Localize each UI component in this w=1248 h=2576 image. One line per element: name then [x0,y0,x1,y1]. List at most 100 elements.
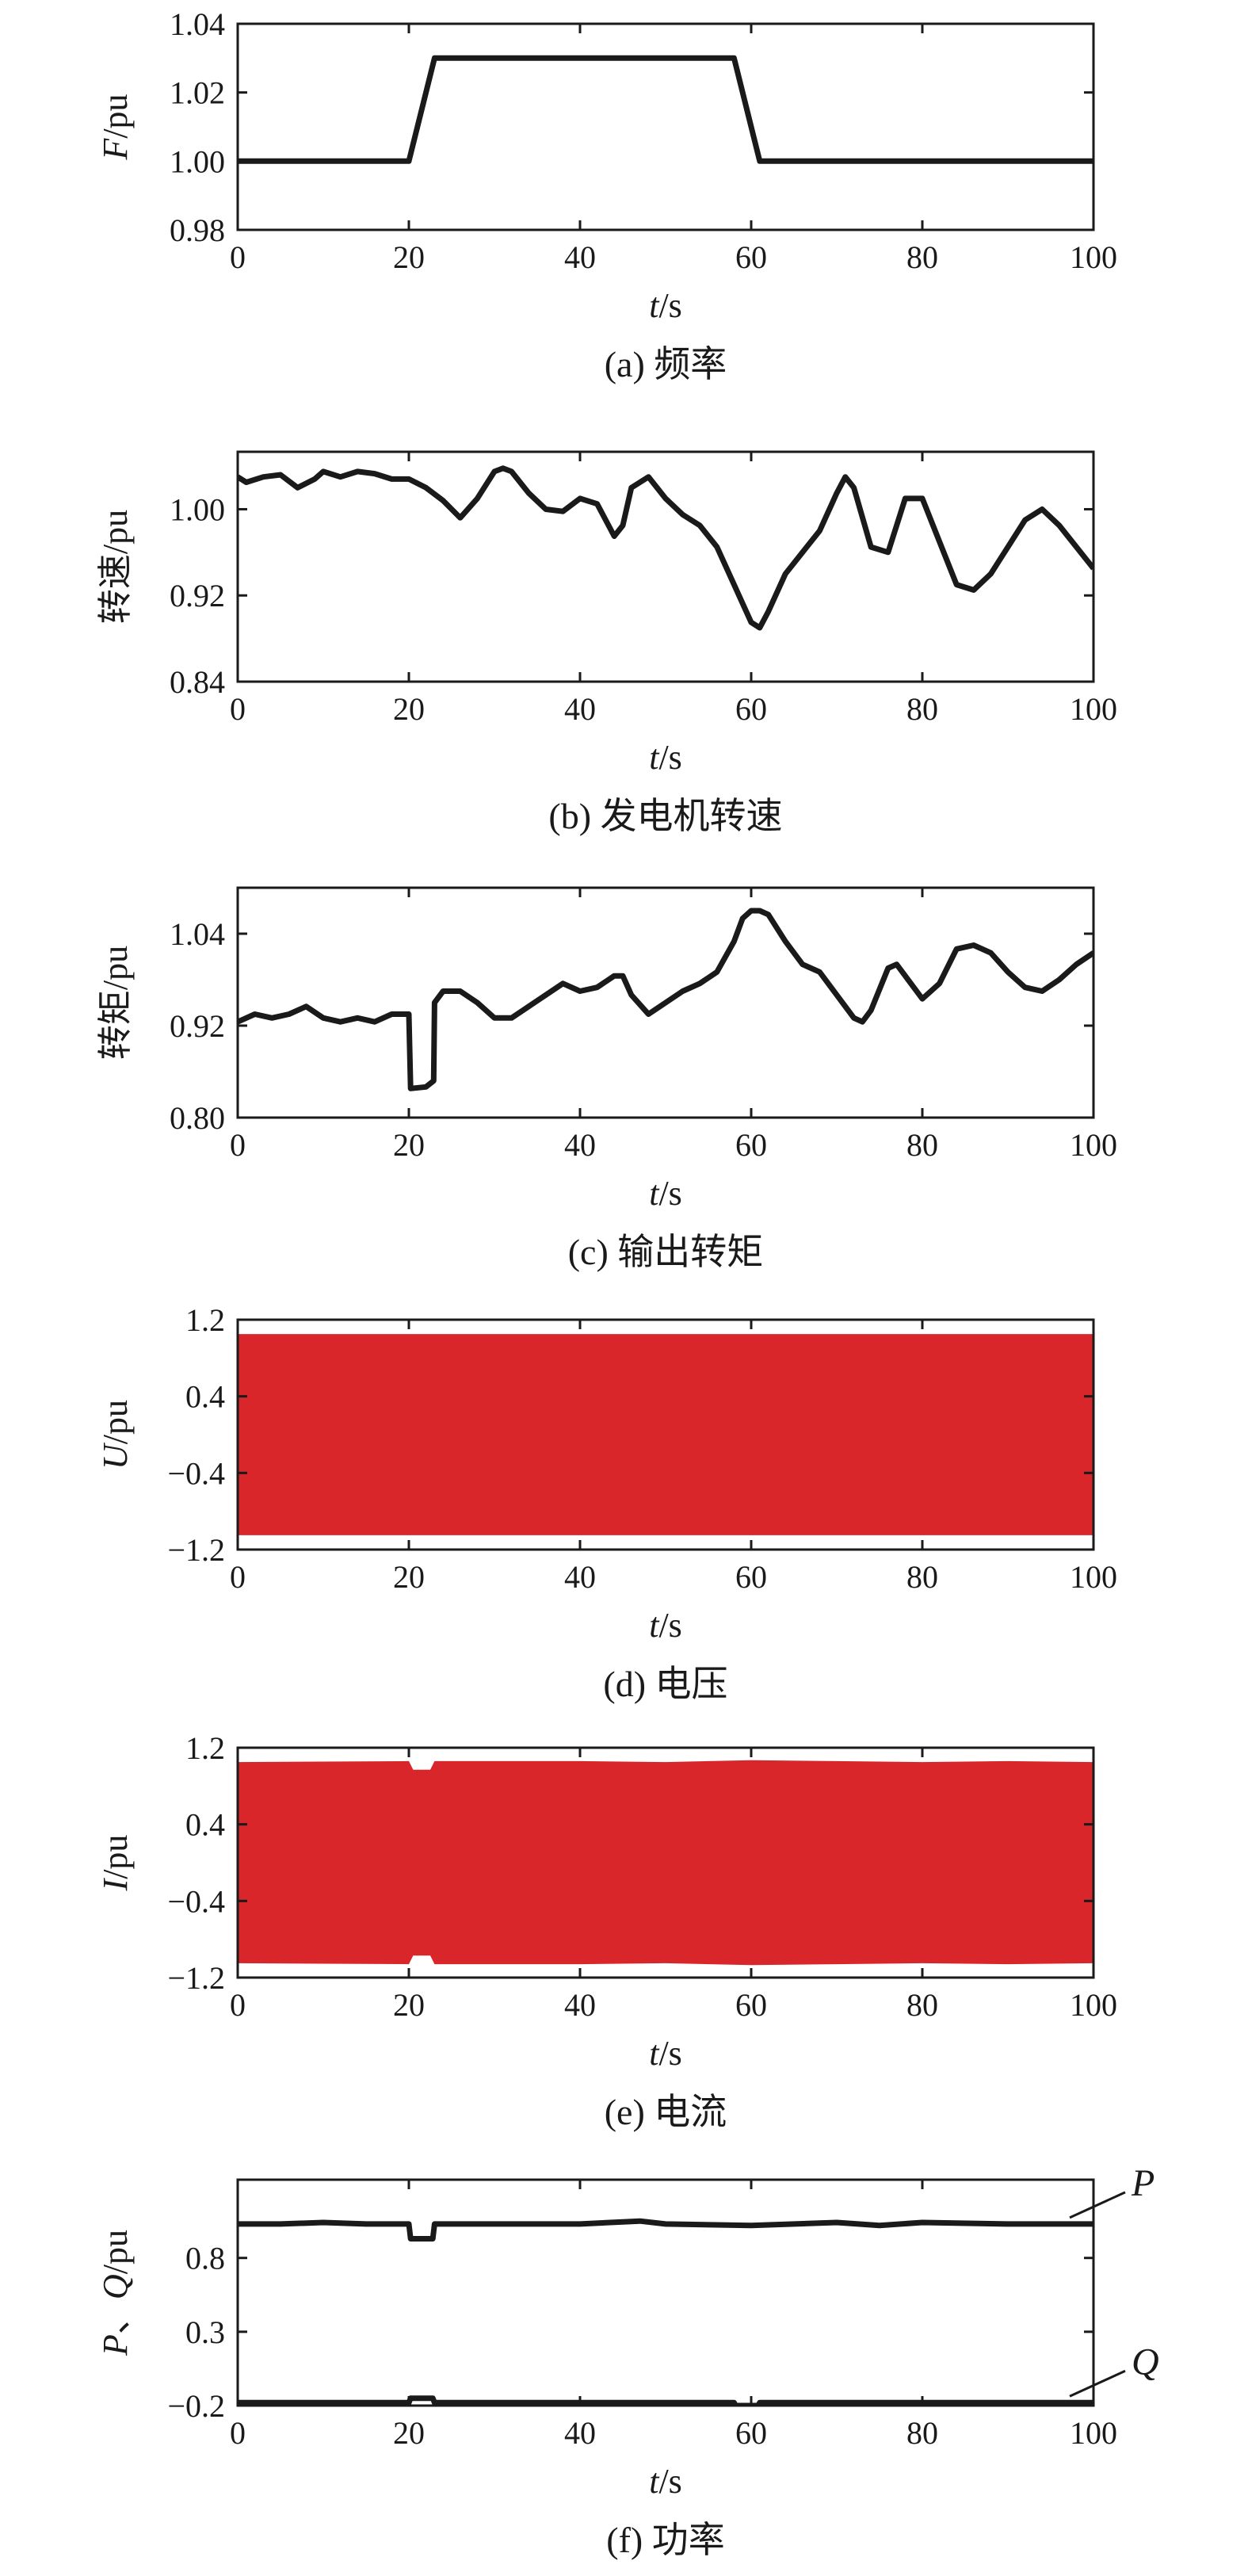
x-tick-label: 80 [906,2415,938,2451]
x-tick-label: 60 [735,2415,767,2451]
series-band [238,1334,1093,1535]
y-axis-label-var: P [96,2334,135,2356]
x-tick-label: 20 [393,691,425,727]
x-axis-label-var: t [649,286,660,325]
series-tag-leader [1069,2369,1126,2398]
y-axis-label-unit: /pu [96,2230,135,2274]
x-axis-label: t/s [649,1606,682,1645]
y-axis-label-unit: /pu [96,1400,135,1444]
y-tick-label: 1.2 [185,1302,225,1338]
x-tick-label: 80 [906,691,938,727]
x-tick-label: 40 [564,1987,596,2023]
y-axis-label: F/pu [96,94,135,160]
y-tick-label: 1.2 [185,1730,225,1766]
y-tick-label: 0.80 [170,1100,225,1136]
y-tick-label: 0.3 [185,2314,225,2350]
series-tag-leader [1069,2191,1126,2219]
y-axis-label: 转矩/pu [96,946,135,1060]
y-axis-label-unit: 转矩/pu [96,946,135,1060]
x-tick-label: 100 [1070,1987,1117,2023]
panel-caption: (e) 电流 [605,2092,727,2132]
x-tick-label: 100 [1070,239,1117,275]
x-tick-label: 60 [735,1559,767,1595]
x-tick-label: 40 [564,239,596,275]
x-tick-label: 0 [230,2415,246,2451]
series-line [238,908,1093,1091]
x-axis-label-var: t [649,2462,660,2501]
y-axis-label: 转速/pu [96,510,135,624]
y-axis-label-var: F [96,138,135,161]
y-axis-label: P、Q/pu [96,2230,135,2356]
y-axis-label-var: I [96,1877,135,1891]
x-tick-label: 100 [1070,2415,1117,2451]
x-tick-label: 80 [906,1127,938,1163]
y-tick-label: 1.04 [170,6,225,42]
y-tick-label: −1.2 [167,1532,225,1568]
y-tick-label: 1.02 [170,75,225,111]
plot-frame [236,22,1095,231]
x-tick-label: 0 [230,1127,246,1163]
series-line [238,465,1093,631]
panel-d: 0 20 40 60 80 100 −1.2 −0.4 0.4 1.2 t/s U/pu (d) 电压 [96,1302,1117,1704]
x-tick-label: 100 [1070,691,1117,727]
y-tick-label: −1.2 [167,1960,225,1996]
x-tick-label: 60 [735,1987,767,2023]
x-axis-label-var: t [649,1174,660,1213]
y-axis-label: U/pu [96,1400,135,1470]
x-axis-label: t/s [649,2034,682,2073]
x-axis-label-unit: /s [658,738,681,777]
x-tick-label: 20 [393,1127,425,1163]
x-tick-label: 20 [393,239,425,275]
x-tick-label: 100 [1070,1127,1117,1163]
x-tick-label: 80 [906,1559,938,1595]
x-tick-label: 60 [735,239,767,275]
plot-frame [236,886,1095,1119]
plot-frame [236,1746,1095,1979]
panel-caption: (b) 发电机转速 [548,796,782,836]
x-tick-label: 0 [230,1987,246,2023]
y-tick-label: −0.4 [167,1883,225,1919]
x-tick-label: 40 [564,691,596,727]
panel-c: 0 20 40 60 80 100 0.80 0.92 1.04 t/s 转矩/pu (c) 输出转矩 [96,886,1117,1272]
x-axis-label-var: t [649,738,660,777]
series-line [238,55,1093,164]
y-tick-label: 0.92 [170,578,225,613]
x-tick-label: 40 [564,1127,596,1163]
x-tick-label: 0 [230,239,246,275]
x-tick-label: 60 [735,691,767,727]
x-tick-label: 20 [393,1559,425,1595]
x-tick-label: 60 [735,1127,767,1163]
y-tick-label: −0.4 [167,1455,225,1491]
x-axis-label: t/s [649,286,682,325]
y-tick-label: 1.00 [170,143,225,179]
x-axis-label: t/s [649,738,682,777]
x-tick-label: 20 [393,1987,425,2023]
x-axis-label-unit: /s [658,286,681,325]
series-band [238,1760,1093,1966]
plot-frame [236,450,1095,683]
x-tick-label: 0 [230,691,246,727]
series-tag-Q: Q [1132,2341,1159,2383]
y-tick-label: 0.4 [185,1807,225,1843]
y-tick-label: 0.8 [185,2241,225,2276]
y-tick-label: 1.00 [170,491,225,527]
y-tick-label: −0.2 [167,2388,225,2424]
x-tick-label: 80 [906,239,938,275]
panel-caption: (f) 功率 [606,2520,724,2560]
y-axis-label-var2: Q [96,2274,135,2299]
y-tick-label: 0.92 [170,1008,225,1044]
y-tick-label: 0.4 [185,1379,225,1415]
y-axis-label-unit: 转速/pu [96,510,135,624]
panel-e: 0 20 40 60 80 100 −1.2 −0.4 0.4 1.2 t/s I/pu (e) 电流 [96,1730,1117,2132]
panel-caption: (a) 频率 [605,344,727,384]
x-axis-label-var: t [649,2034,660,2073]
series-line-P [238,2218,1093,2242]
y-axis-label: I/pu [96,1835,135,1892]
plot-frame [236,2178,1095,2407]
x-tick-label: 40 [564,1559,596,1595]
plot-frame [236,1318,1095,1551]
y-axis-label-sep: 、 [96,2299,135,2334]
panel-b: 0 20 40 60 80 100 0.84 0.92 1.00 t/s 转速/pu (b) 发电机转… [96,450,1117,836]
